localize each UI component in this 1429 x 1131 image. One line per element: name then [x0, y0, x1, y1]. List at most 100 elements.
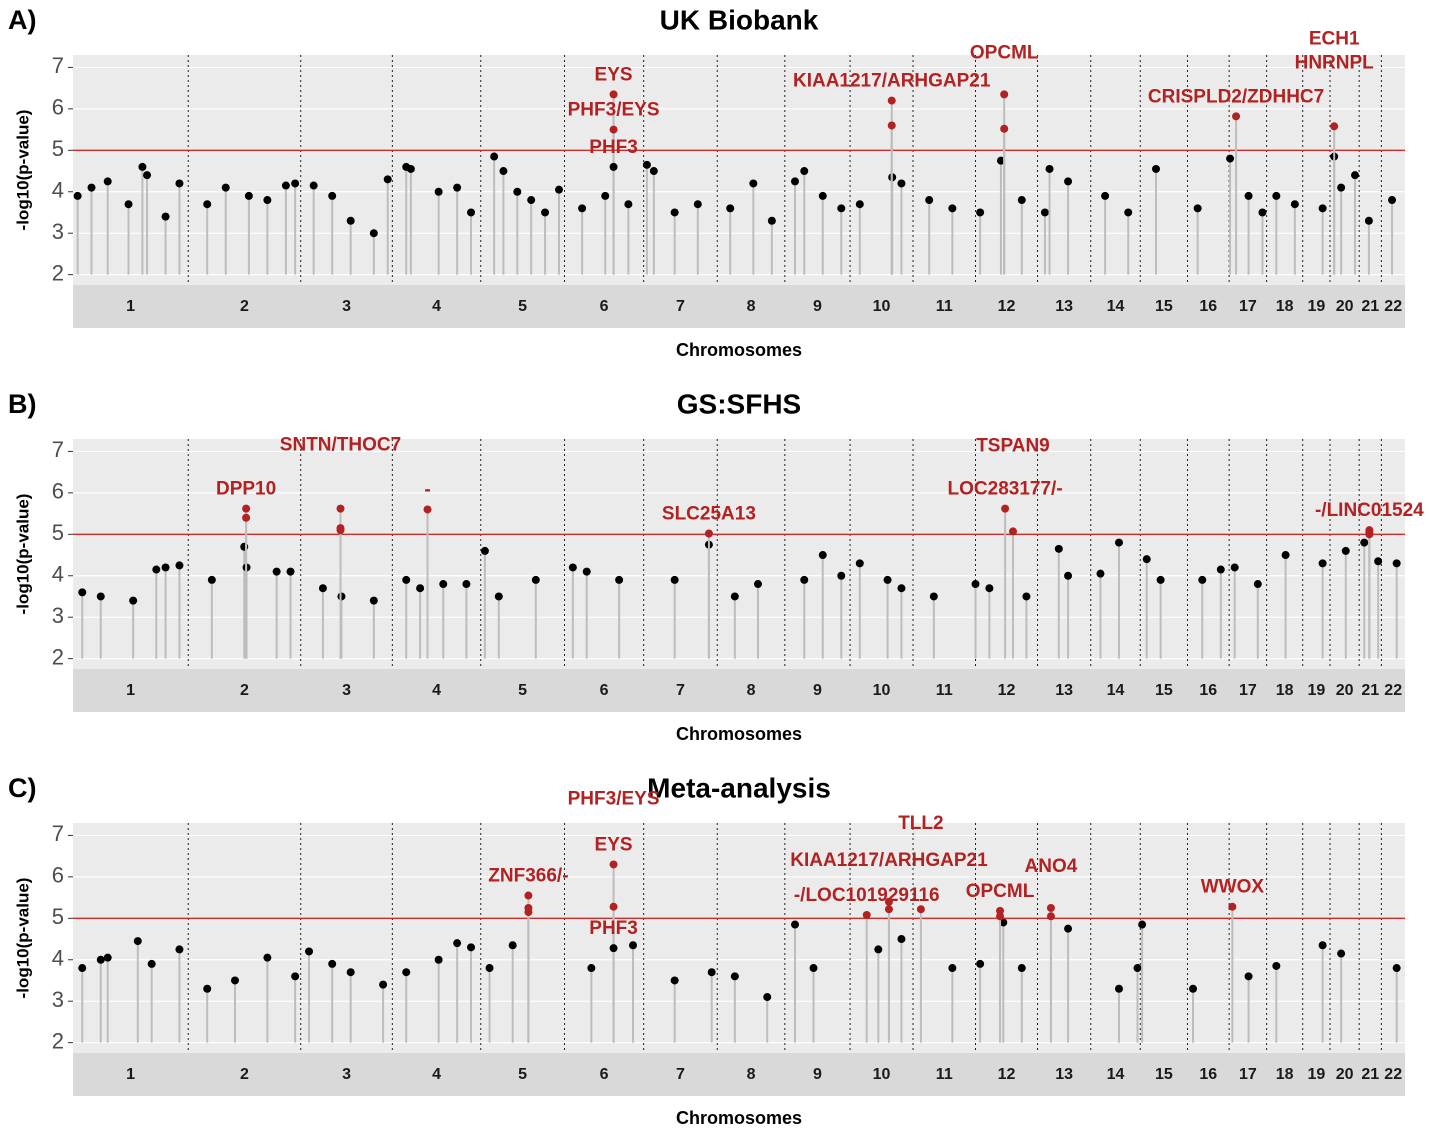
snp-point	[1230, 563, 1239, 572]
x-tick-label: 5	[518, 298, 527, 315]
x-tick-label: 19	[1307, 298, 1325, 315]
x-tick-label: 20	[1336, 298, 1354, 315]
hit-point	[609, 125, 618, 134]
panel-label: C)	[8, 773, 37, 803]
snp-point	[624, 200, 633, 209]
hit-point	[423, 505, 432, 514]
snp-point	[1017, 196, 1026, 205]
x-tick-label: 11	[936, 682, 953, 699]
snp-point	[1341, 546, 1350, 555]
x-tick-label: 14	[1107, 1066, 1125, 1083]
snp-point	[305, 947, 314, 956]
snp-point	[649, 167, 658, 176]
x-tick-label: 11	[936, 298, 953, 315]
snp-point	[291, 972, 300, 981]
snp-point	[855, 200, 864, 209]
snp-point	[1392, 559, 1401, 568]
y-tick-label: 5	[52, 520, 64, 545]
hit-label: PHF3	[589, 137, 638, 158]
snp-point	[434, 955, 443, 964]
hit-label: OPCML	[966, 881, 1035, 902]
snp-point	[281, 181, 290, 190]
hit-point	[1046, 912, 1055, 921]
x-tick-label: 3	[342, 298, 351, 315]
snp-point	[925, 196, 934, 205]
x-tick-label: 22	[1384, 298, 1402, 315]
snp-point	[1198, 575, 1207, 584]
snp-point	[855, 559, 864, 568]
snp-point	[328, 959, 337, 968]
snp-point	[73, 191, 82, 200]
hit-point	[916, 905, 925, 914]
hit-point	[1008, 527, 1017, 536]
x-tick-label: 21	[1361, 298, 1379, 315]
snp-point	[996, 156, 1005, 165]
hit-point	[609, 860, 618, 869]
hit-point	[862, 911, 871, 919]
x-tick-label: 8	[747, 298, 756, 315]
hit-label: ECH1	[1309, 28, 1360, 49]
y-tick-label: 7	[52, 53, 64, 78]
x-tick-label: 16	[1199, 682, 1217, 699]
snp-point	[1392, 964, 1401, 973]
snp-point	[291, 179, 300, 188]
x-axis-title: Chromosomes	[676, 1108, 802, 1128]
snp-point	[78, 588, 87, 597]
hit-label: HNRNPL	[1295, 52, 1375, 73]
snp-point	[1096, 569, 1105, 578]
snp-point	[985, 584, 994, 593]
snp-point	[263, 953, 272, 962]
snp-point	[439, 580, 448, 589]
hit-label: EYS	[595, 64, 633, 85]
x-tick-label: 2	[240, 1066, 249, 1083]
snp-point	[244, 191, 253, 200]
hit-point	[609, 902, 618, 911]
x-tick-label: 13	[1055, 298, 1073, 315]
snp-point	[1374, 557, 1383, 566]
x-tick-label: 18	[1276, 1066, 1294, 1083]
x-tick-label: 13	[1055, 1066, 1073, 1083]
hit-point	[609, 944, 618, 953]
y-tick-label: 7	[52, 437, 64, 462]
x-tick-label: 13	[1055, 682, 1073, 699]
snp-point	[948, 964, 957, 973]
y-tick-label: 6	[52, 863, 64, 888]
x-tick-label: 12	[998, 298, 1016, 315]
snp-point	[1337, 949, 1346, 958]
snp-point	[1189, 984, 1198, 993]
hit-label: LOC283177/-	[948, 479, 1063, 500]
x-tick-label: 7	[676, 1066, 685, 1083]
snp-point	[730, 592, 739, 601]
snp-point	[1017, 964, 1026, 973]
snp-point	[883, 575, 892, 584]
snp-point	[1138, 920, 1147, 929]
hit-label: PHF3	[589, 918, 638, 939]
snp-point	[175, 561, 184, 570]
y-tick-label: 2	[52, 260, 64, 285]
panel-label: A)	[8, 5, 37, 35]
snp-point	[1290, 200, 1299, 209]
x-tick-label: 7	[676, 682, 685, 699]
hit-point	[524, 891, 533, 900]
y-axis-title: -log10(p-value)	[13, 110, 32, 231]
snp-point	[263, 196, 272, 205]
snp-point	[1022, 592, 1031, 601]
hit-label: PHF3/EYS	[568, 789, 660, 810]
snp-point	[1064, 571, 1073, 580]
snp-point	[531, 575, 540, 584]
snp-point	[462, 580, 471, 589]
x-tick-label: 12	[998, 682, 1016, 699]
x-tick-label: 16	[1199, 298, 1217, 315]
snp-point	[837, 571, 846, 580]
x-tick-label: 1	[126, 298, 135, 315]
hit-point	[996, 912, 1005, 921]
snp-point	[346, 216, 355, 225]
x-tick-label: 6	[600, 1066, 609, 1083]
snp-point	[763, 993, 772, 1002]
snp-point	[480, 546, 489, 555]
x-tick-label: 4	[432, 298, 441, 315]
x-tick-label: 8	[747, 1066, 756, 1083]
snp-point	[1351, 171, 1360, 180]
chromosome-strip	[73, 669, 1405, 712]
